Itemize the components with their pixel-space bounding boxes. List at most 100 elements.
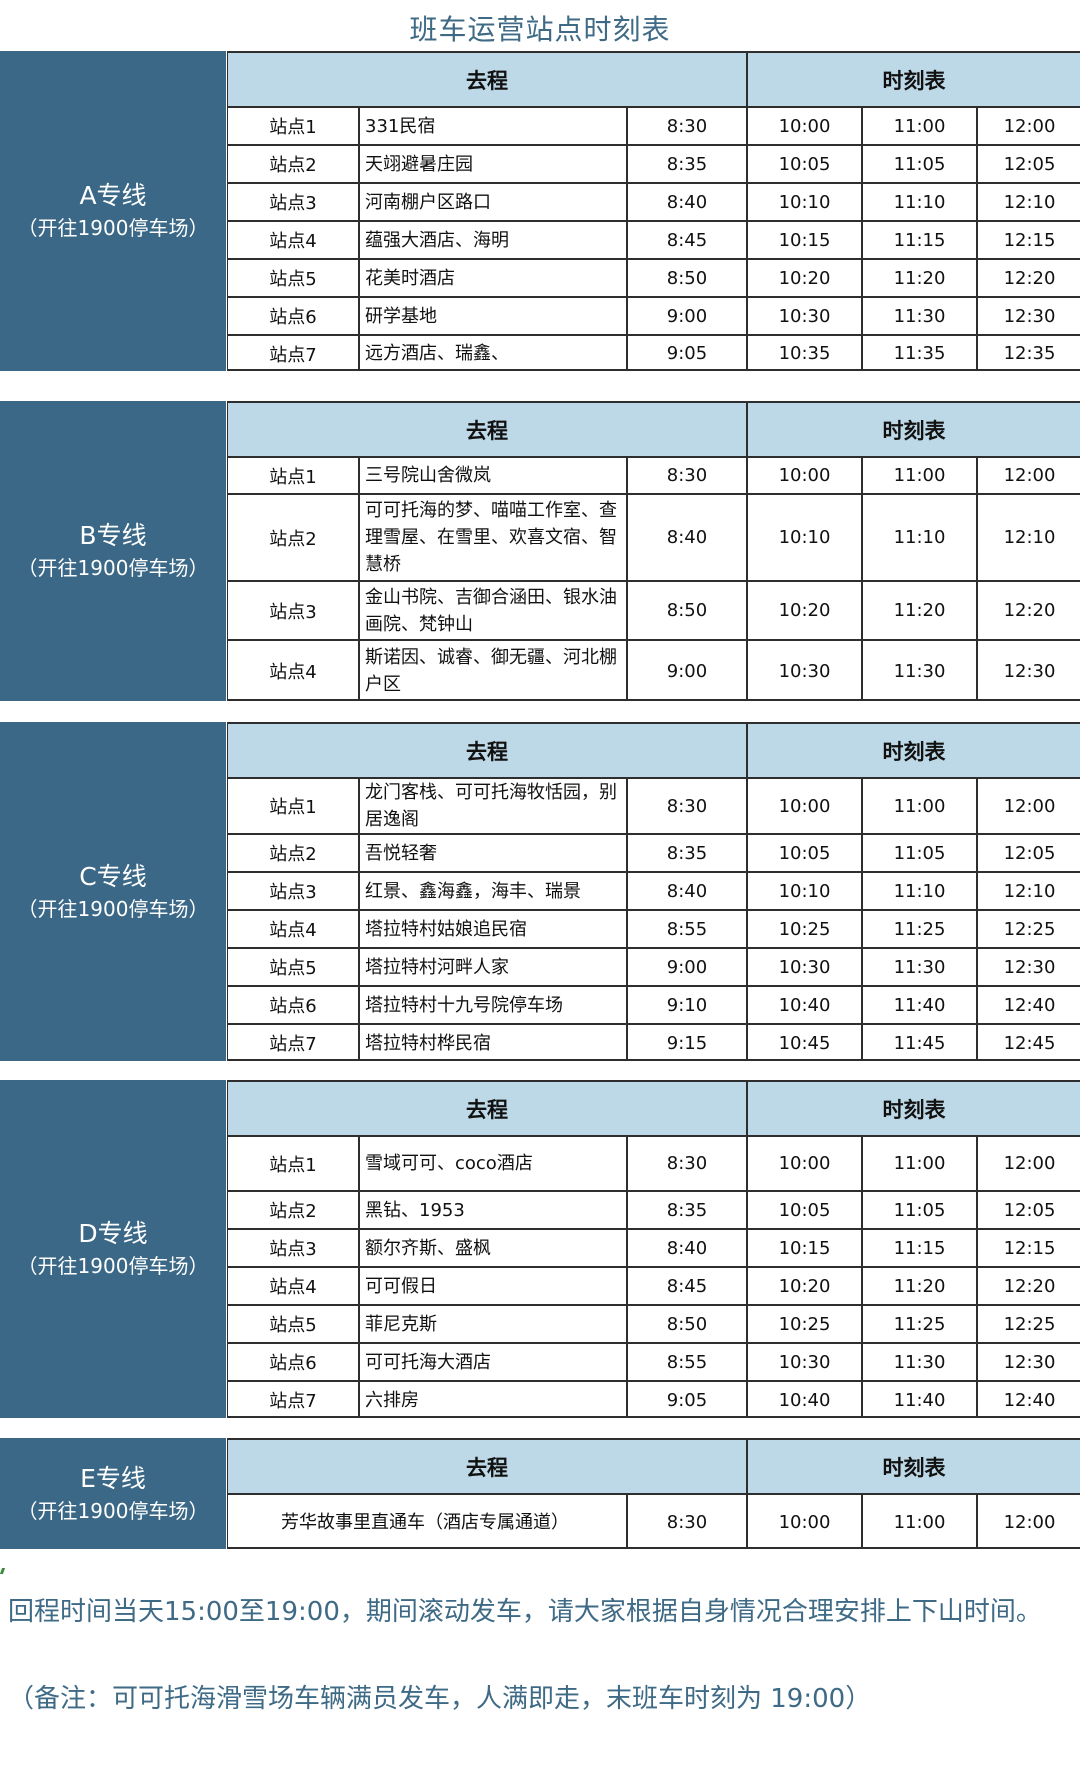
stop-number: 站点2 xyxy=(269,155,317,176)
departure-time: 9:15 xyxy=(626,1025,746,1061)
departure-time: 11:00 xyxy=(861,779,976,833)
departure-time: 11:00 xyxy=(861,458,976,493)
line-block: B专线 （开往1900停车场） 去程 时刻表 站点1 三号院山舍微岚 8:30 10:00 11… xyxy=(0,401,1080,701)
header-schedule: 时刻表 xyxy=(746,1440,1080,1493)
departure-time: 10:30 xyxy=(746,949,861,985)
line-destination: （开往1900停车场） xyxy=(17,1254,209,1278)
stop-location: 六排房 xyxy=(358,1382,626,1418)
departure-time: 11:20 xyxy=(861,582,976,639)
table-row: 站点4 塔拉特村姑娘追民宿 8:55 10:25 11:25 12:25 xyxy=(227,911,1080,949)
stop-number: 站点4 xyxy=(269,1277,317,1298)
line-block: A专线 （开往1900停车场） 去程 时刻表 站点1 331民宿 8:30 10:00 11:0… xyxy=(0,51,1080,371)
stop-location: 三号院山舍微岚 xyxy=(358,458,626,493)
table-row: 站点1 三号院山舍微岚 8:30 10:00 11:00 12:00 xyxy=(227,458,1080,495)
stop-location: 龙门客栈、可可托海牧恬园，别居逸阁 xyxy=(358,779,626,833)
departure-time: 11:10 xyxy=(861,495,976,580)
departure-time: 10:00 xyxy=(746,458,861,493)
departure-time: 8:50 xyxy=(626,1306,746,1342)
stop-number: 站点2 xyxy=(269,528,317,550)
line-destination: （开往1900停车场） xyxy=(17,896,209,921)
departure-time: 11:35 xyxy=(861,336,976,371)
departure-time: 11:40 xyxy=(861,987,976,1023)
remark-note: （备注：可可托海滑雪场车辆满员发车，人满即走，末班车时刻为 19:00） xyxy=(8,1684,872,1714)
header-route: 去程 xyxy=(466,418,508,443)
schedule-table: 去程 时刻表 芳华故事里直通车（酒店专属通道） 8:30 10:00 11:00 12:00 xyxy=(227,1438,1080,1549)
line-panel: B专线 （开往1900停车场） xyxy=(0,401,226,701)
stop-location: 塔拉特村桦民宿 xyxy=(358,1025,626,1061)
departure-time: 11:05 xyxy=(861,146,976,182)
departure-time: 8:35 xyxy=(626,146,746,182)
line-name: D专线 xyxy=(78,1219,148,1248)
departure-time: 11:30 xyxy=(861,949,976,985)
departure-time: 12:45 xyxy=(976,1025,1080,1061)
decorative-mark xyxy=(0,1568,6,1574)
stop-number: 站点1 xyxy=(269,1154,317,1176)
departure-time: 8:40 xyxy=(626,184,746,220)
stop-number: 站点2 xyxy=(269,844,317,865)
departure-time: 11:10 xyxy=(861,873,976,909)
line-name: E专线 xyxy=(80,1463,146,1493)
departure-time: 12:10 xyxy=(976,495,1080,580)
departure-time: 8:30 xyxy=(626,458,746,493)
departure-time: 12:00 xyxy=(976,1137,1080,1190)
departure-time: 10:00 xyxy=(746,1495,861,1549)
line-panel: C专线 （开往1900停车场） xyxy=(0,722,226,1061)
departure-time: 12:20 xyxy=(976,1268,1080,1304)
departure-time: 10:05 xyxy=(746,146,861,182)
departure-time: 11:10 xyxy=(861,184,976,220)
departure-time: 10:00 xyxy=(746,1137,861,1190)
departure-time: 11:05 xyxy=(861,1192,976,1228)
schedule-table: 去程 时刻表 站点1 雪域可可、coco酒店 8:30 10:00 11:00 12:00 站点… xyxy=(227,1080,1080,1418)
stop-location: 菲尼克斯 xyxy=(358,1306,626,1342)
departure-time: 8:45 xyxy=(626,1268,746,1304)
departure-time: 9:10 xyxy=(626,987,746,1023)
line-panel: D专线 （开往1900停车场） xyxy=(0,1080,226,1418)
departure-time: 8:30 xyxy=(626,108,746,144)
departure-time: 11:00 xyxy=(861,108,976,144)
line-panel: E专线 （开往1900停车场） xyxy=(0,1438,226,1549)
table-row: 站点1 龙门客栈、可可托海牧恬园，别居逸阁 8:30 10:00 11:00 12:00 xyxy=(227,779,1080,835)
departure-time: 10:25 xyxy=(746,911,861,947)
departure-time: 11:30 xyxy=(861,641,976,701)
departure-time: 8:30 xyxy=(626,1495,746,1549)
schedule-table: 去程 时刻表 站点1 三号院山舍微岚 8:30 10:00 11:00 12:00 站点2 可可托… xyxy=(227,401,1080,701)
departure-time: 8:35 xyxy=(626,1192,746,1228)
departure-time: 10:10 xyxy=(746,873,861,909)
table-row: 芳华故事里直通车（酒店专属通道） 8:30 10:00 11:00 12:00 xyxy=(227,1495,1080,1549)
departure-time: 10:15 xyxy=(746,222,861,258)
departure-time: 12:05 xyxy=(976,1192,1080,1228)
stop-location: 额尔齐斯、盛枫 xyxy=(358,1230,626,1266)
departure-time: 11:20 xyxy=(861,260,976,296)
stop-number: 站点6 xyxy=(269,1353,317,1374)
stop-number: 站点1 xyxy=(269,466,317,488)
departure-time: 10:35 xyxy=(746,336,861,371)
table-row: 站点6 研学基地 9:00 10:30 11:30 12:30 xyxy=(227,298,1080,336)
departure-time: 12:20 xyxy=(976,582,1080,639)
stop-location: 研学基地 xyxy=(358,298,626,334)
header-schedule: 时刻表 xyxy=(746,403,1080,456)
stop-number: 站点5 xyxy=(269,269,317,290)
stop-location: 吾悦轻奢 xyxy=(358,835,626,871)
departure-time: 10:10 xyxy=(746,495,861,580)
departure-time: 8:30 xyxy=(626,1137,746,1190)
stop-location: 远方酒店、瑞鑫、 xyxy=(358,336,626,371)
departure-time: 12:00 xyxy=(976,108,1080,144)
line-name: C专线 xyxy=(79,861,147,891)
departure-time: 8:50 xyxy=(626,582,746,639)
stop-location: 金山书院、吉御合涵田、银水油画院、梵钟山 xyxy=(358,582,626,639)
departure-time: 10:40 xyxy=(746,987,861,1023)
line-destination: （开往1900停车场） xyxy=(17,216,209,240)
departure-time: 12:25 xyxy=(976,911,1080,947)
table-row: 站点5 菲尼克斯 8:50 10:25 11:25 12:25 xyxy=(227,1306,1080,1344)
stop-number: 站点2 xyxy=(269,1201,317,1222)
line-block: C专线 （开往1900停车场） 去程 时刻表 站点1 龙门客栈、可可托海牧恬园，别居逸阁 8… xyxy=(0,722,1080,1061)
table-row: 站点6 可可托海大酒店 8:55 10:30 11:30 12:30 xyxy=(227,1344,1080,1382)
table-row: 站点3 额尔齐斯、盛枫 8:40 10:15 11:15 12:15 xyxy=(227,1230,1080,1268)
stop-number: 站点3 xyxy=(269,193,317,214)
header-route: 去程 xyxy=(466,1455,508,1480)
departure-time: 10:45 xyxy=(746,1025,861,1061)
departure-time: 11:45 xyxy=(861,1025,976,1061)
stop-location: 芳华故事里直通车（酒店专属通道） xyxy=(281,1511,569,1533)
line-name: B专线 xyxy=(79,521,147,550)
departure-time: 8:50 xyxy=(626,260,746,296)
